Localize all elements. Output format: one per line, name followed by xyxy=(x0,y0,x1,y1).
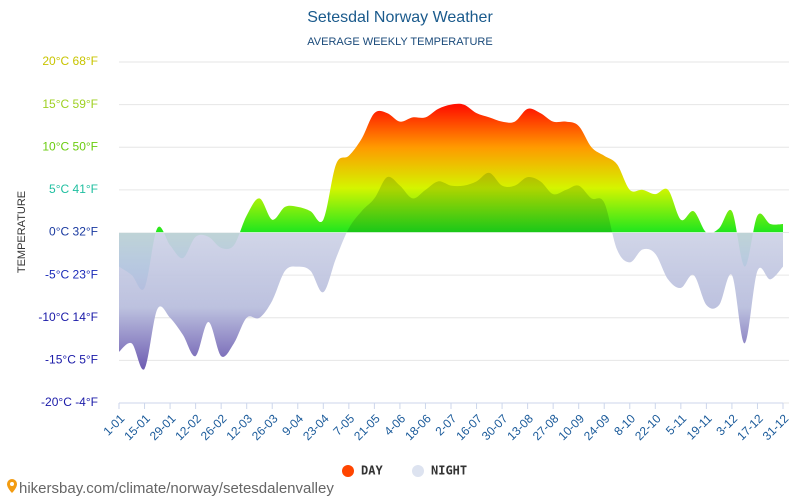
x-tick-label: 10-09 xyxy=(555,411,587,443)
y-tick-label: 10°C 50°F xyxy=(42,139,98,153)
legend-label: NIGHT xyxy=(431,464,467,478)
y-tick-label: 20°C 68°F xyxy=(42,54,98,68)
x-tick-label: 23-04 xyxy=(300,411,332,443)
y-tick-label: -20°C -4°F xyxy=(41,395,98,409)
x-tick-label: 27-08 xyxy=(530,411,562,443)
y-tick-label: -15°C 5°F xyxy=(45,353,98,367)
x-tick-label: 22-10 xyxy=(632,411,664,443)
x-tick-label: 18-06 xyxy=(402,411,434,443)
x-tick-label: 17-12 xyxy=(734,411,766,443)
x-tick-label: 30-07 xyxy=(479,411,511,443)
plot-area xyxy=(119,103,783,370)
x-tick-label: 16-07 xyxy=(453,411,485,443)
y-tick-label: 0°C 32°F xyxy=(49,225,98,239)
x-tick-label: 21-05 xyxy=(351,411,383,443)
chart-subtitle: AVERAGE WEEKLY TEMPERATURE xyxy=(307,36,492,48)
y-tick-label: 15°C 59°F xyxy=(42,97,98,111)
y-axis-label: TEMPERATURE xyxy=(16,191,28,273)
pin-dot xyxy=(10,482,14,486)
x-tick-label: 26-03 xyxy=(249,411,281,443)
y-tick-label: -10°C 14°F xyxy=(38,310,98,324)
x-tick-label: 31-12 xyxy=(760,411,792,443)
legend: DAY NIGHT xyxy=(342,464,467,478)
x-tick-label: 26-02 xyxy=(198,411,230,443)
x-tick-label: 29-01 xyxy=(147,411,179,443)
source-link: hikersbay.com/climate/norway/setesdalenv… xyxy=(19,480,334,497)
chart-title: Setesdal Norway Weather xyxy=(307,9,493,26)
y-tick-label: -5°C 23°F xyxy=(45,267,98,281)
x-tick-label: 12-03 xyxy=(223,411,255,443)
x-tick-label: 15-01 xyxy=(121,411,153,443)
x-tick-label: 12-02 xyxy=(172,411,204,443)
night-area xyxy=(119,172,783,370)
y-tick-label: 5°C 41°F xyxy=(49,182,98,196)
x-tick-label: 13-08 xyxy=(504,411,536,443)
legend-marker xyxy=(412,465,424,477)
x-tick-label: 24-09 xyxy=(581,411,613,443)
legend-label: DAY xyxy=(361,464,383,478)
legend-marker xyxy=(342,465,354,477)
x-tick-label: 19-11 xyxy=(684,411,715,442)
